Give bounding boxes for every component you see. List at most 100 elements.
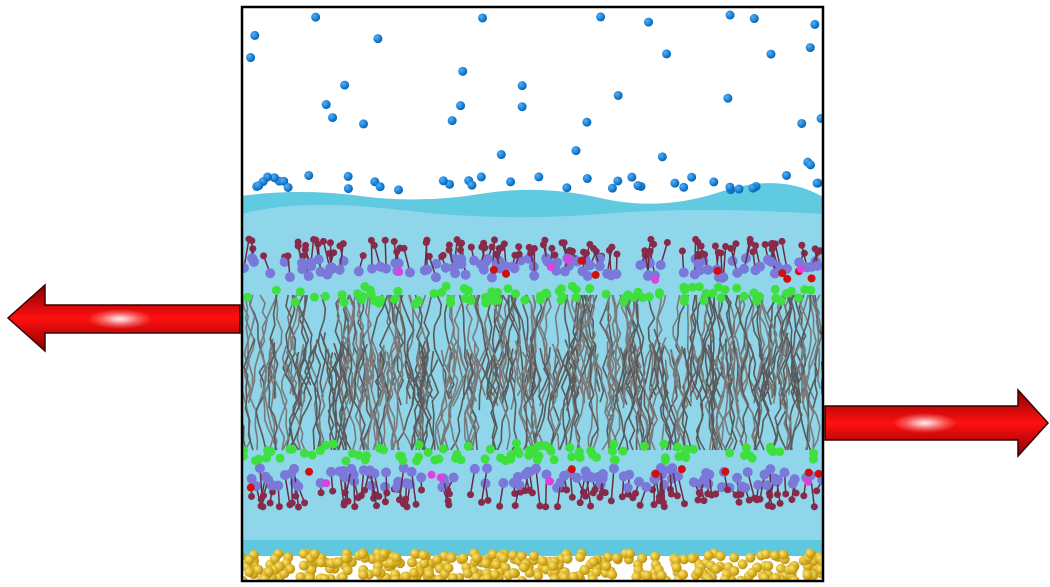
phosphate xyxy=(366,263,377,274)
choline xyxy=(481,244,489,252)
gold-atom xyxy=(462,568,473,579)
choline xyxy=(768,239,776,247)
glycerol xyxy=(532,455,542,465)
right-arrow xyxy=(824,388,1050,458)
glycerol xyxy=(429,289,439,299)
choline xyxy=(735,498,743,506)
choline xyxy=(294,242,302,250)
lipid-tail xyxy=(611,294,619,386)
choline xyxy=(527,249,535,257)
lipid-tail xyxy=(625,294,645,399)
lipid-tail xyxy=(362,340,373,451)
phosphate xyxy=(765,464,776,475)
gold-atom xyxy=(410,548,421,559)
glycerol xyxy=(567,452,577,462)
phosphate xyxy=(375,261,386,272)
choline xyxy=(511,489,519,497)
ion xyxy=(644,17,654,27)
phosphate xyxy=(393,258,404,269)
choline xyxy=(491,236,499,244)
lipid-tail xyxy=(761,294,778,388)
phosphate xyxy=(514,480,525,491)
choline xyxy=(294,503,302,511)
lipid-tail xyxy=(663,344,686,451)
phosphate xyxy=(469,463,480,474)
lipid-tail xyxy=(635,344,653,450)
lipid-tail xyxy=(588,342,600,451)
ion xyxy=(517,81,527,91)
glycerol xyxy=(708,288,718,298)
phosphate xyxy=(405,267,416,278)
lipid-tail xyxy=(378,344,388,451)
glycerol xyxy=(271,285,281,295)
choline xyxy=(445,241,453,249)
ion xyxy=(438,176,448,186)
phosphate xyxy=(541,469,552,480)
lipid-tail xyxy=(491,356,499,451)
choline xyxy=(768,503,776,511)
choline xyxy=(724,486,732,494)
glycerol xyxy=(414,296,424,306)
phosphate xyxy=(448,472,459,483)
ion xyxy=(582,174,592,184)
lipid-tail xyxy=(625,294,634,391)
lipid-tail xyxy=(754,357,776,451)
choline xyxy=(456,246,464,254)
ion xyxy=(657,152,667,162)
lipid-tail xyxy=(753,357,769,451)
choline xyxy=(680,500,688,508)
lipid-tail xyxy=(709,341,717,451)
gold-atom xyxy=(693,566,704,577)
choline xyxy=(778,237,786,245)
head-bond xyxy=(694,239,697,275)
lipid-tail xyxy=(605,356,618,451)
phosphate xyxy=(633,476,644,487)
phosphate xyxy=(704,469,715,480)
phosphate xyxy=(717,272,728,283)
ion xyxy=(816,113,823,123)
gold-atom xyxy=(678,554,689,565)
gold-atom xyxy=(637,553,648,564)
lipid-tail xyxy=(542,294,557,400)
choline xyxy=(444,497,452,505)
left-arrow xyxy=(6,283,241,353)
lipid-tail xyxy=(574,294,591,386)
gold-atom xyxy=(295,571,306,580)
phosphate xyxy=(430,272,441,283)
phosphate xyxy=(693,258,704,269)
choline xyxy=(701,250,709,258)
phosphate xyxy=(755,261,766,272)
head-bond xyxy=(259,468,264,507)
oxygen xyxy=(246,483,255,492)
glycerol xyxy=(701,288,711,298)
gold-atom xyxy=(481,558,492,569)
ion xyxy=(725,182,735,192)
glycerol xyxy=(747,453,757,463)
gold-atom xyxy=(333,557,344,568)
choline xyxy=(301,245,309,253)
gold-atom xyxy=(516,551,527,562)
gold-atom xyxy=(443,563,454,574)
lipid-tail xyxy=(463,356,483,451)
head-bond xyxy=(343,468,353,503)
gold-atom xyxy=(778,549,789,560)
phosphate xyxy=(440,262,451,273)
choline xyxy=(361,486,369,494)
lipid-tail xyxy=(549,343,562,451)
choline xyxy=(500,240,508,248)
phosphate xyxy=(448,262,459,273)
glycerol xyxy=(699,296,709,306)
phosphate xyxy=(279,256,290,267)
ion xyxy=(613,176,623,186)
gold-atom xyxy=(242,575,248,580)
phosphate xyxy=(334,264,345,275)
choline xyxy=(445,246,453,254)
lipid-tail xyxy=(659,346,677,451)
gold-atom xyxy=(735,575,746,580)
choline xyxy=(590,245,598,253)
phosphate xyxy=(286,468,297,479)
choline xyxy=(756,495,764,503)
choline xyxy=(357,492,365,500)
phosphate xyxy=(552,257,563,268)
